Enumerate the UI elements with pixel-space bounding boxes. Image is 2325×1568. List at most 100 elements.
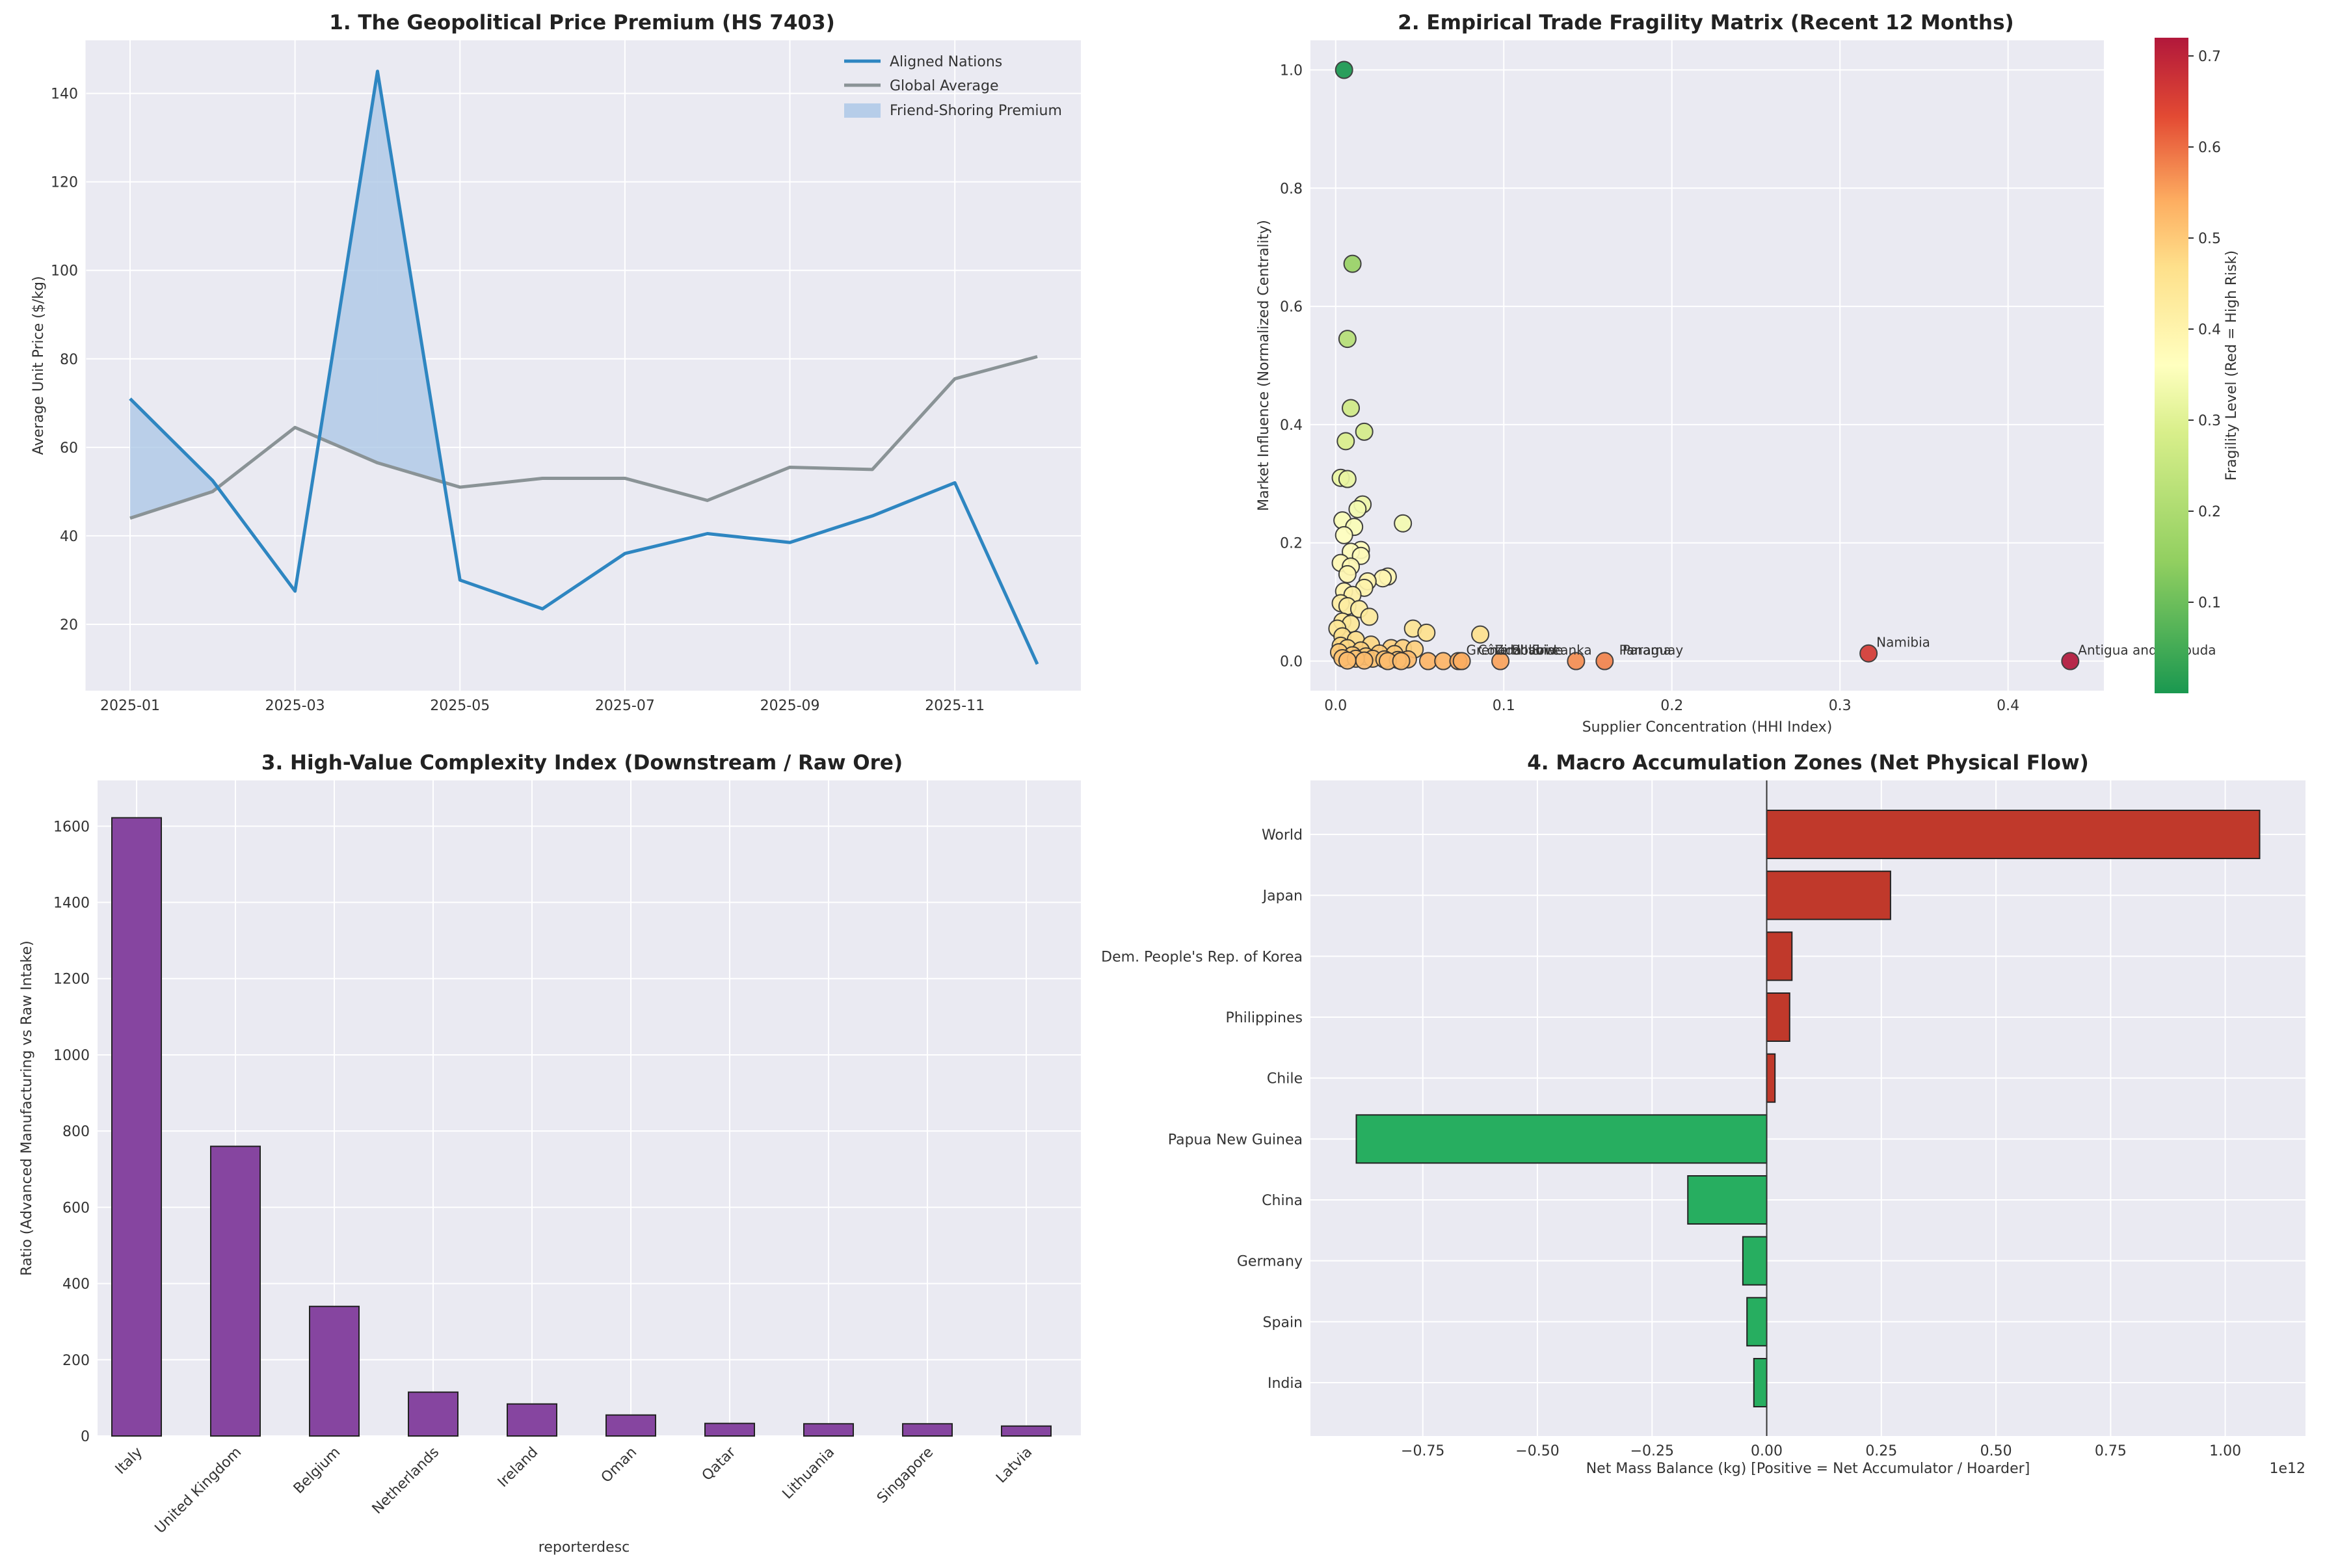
y-tick-label-4: Dem. People's Rep. of Korea [1101,949,1303,965]
x-tick-label-3: Oman [598,1444,640,1486]
scatter-point [2061,652,2080,671]
scatter-point [1595,652,1614,671]
x-tick-label-4: −0.50 [1515,1443,1559,1459]
panel-fragility-matrix: 2. Empirical Trade Fragility Matrix (Rec… [1256,11,2240,736]
x-axis-label-4: Net Mass Balance (kg) [Positive = Net Ac… [1586,1461,2030,1477]
bar-oman [605,1414,656,1437]
annotation-zimbabwe: Zimbabwe [1495,643,1563,658]
scatter-point [1338,651,1357,670]
scatter-points-2 [1328,60,2080,671]
y-tick-label-3: 800 [62,1124,90,1140]
scatter-point [1342,399,1361,418]
y-tick-label-4: Philippines [1225,1010,1303,1026]
x-tick-label-1: 2025-07 [595,698,655,714]
scatter-point [1859,644,1878,663]
colorbar-label: Fragility Level (Red = High Risk) [2224,250,2240,481]
ticks-1: 20 40 60 80 100 120 140 2025-01 2025-03 2025-05 20… [51,40,985,714]
x-tick-label-4: 1.00 [2209,1443,2241,1459]
colorbar-tick-label: 0.5 [2198,231,2221,247]
bar-world [1766,810,2261,859]
x-tick-label-2: 0.0 [1324,698,1347,714]
scatter-point [1348,499,1367,518]
scatter-point [1394,514,1413,533]
bar-netherlands [408,1391,458,1437]
bar-papua-new-guinea [1355,1114,1768,1164]
x-tick-label-4: 0.75 [2095,1443,2127,1459]
y-tick-label-4: Chile [1267,1071,1303,1087]
scatter-point [1392,652,1411,671]
legend-label-friend-shoring-premium: Friend-Shoring Premium [890,103,1062,119]
y-tick-label-1: 40 [60,529,78,545]
colorbar-tick-label: 0.3 [2198,413,2221,429]
x-tick-label-3: Singapore [874,1444,937,1507]
legend-swatch-friend-shoring-premium [844,103,881,118]
plot-area-3 [98,780,1081,1436]
y-tick-label-1: 80 [60,352,78,368]
bar-ireland [507,1403,557,1437]
bar-belgium [309,1305,360,1437]
y-tick-label-3: 600 [62,1200,90,1216]
plot-area-2 [1310,40,2104,691]
x-tick-label-3: Belgium [291,1444,343,1497]
y-axis-label-1: Average Unit Price ($/kg) [31,276,47,455]
grid-2 [1310,40,2104,691]
y-tick-label-2: 0.4 [1280,418,1303,434]
y-tick-label-4: Spain [1263,1314,1303,1331]
x-tick-label-3: Lithuania [780,1444,838,1503]
colorbar-tick-label: 0.1 [2198,595,2221,611]
legend-label-global-average: Global Average [890,78,999,94]
y-axis-label-3: Ratio (Advanced Manufacturing vs Raw Int… [19,940,35,1275]
y-tick-label-4: Germany [1237,1254,1303,1270]
bar-germany [1742,1236,1768,1286]
bar-lithuania [803,1423,854,1437]
x-tick-label-2: 0.2 [1660,698,1683,714]
x-tick-label-3: Italy [113,1444,146,1478]
scatter-point [1452,652,1471,671]
y-tick-label-1: 100 [51,263,78,280]
y-tick-label-4: China [1262,1193,1303,1209]
y-tick-label-4: India [1268,1375,1303,1392]
scatter-point [1491,652,1510,671]
lines-1 [129,70,1039,665]
x-tick-label-1: 2025-03 [265,698,325,714]
bar-dem-people-s-rep-of-korea [1766,931,1793,981]
scatter-point [1355,422,1374,441]
annotation-paraguay: Paraguay [1623,643,1684,658]
x-axis-label-2: Supplier Concentration (HHI Index) [1582,719,1833,736]
series-line-global-average [129,354,1038,520]
x-tick-label-1: 2025-09 [760,698,820,714]
scatter-point [1338,470,1357,488]
y-tick-label-2: 0.6 [1280,299,1303,315]
bar-united-kingdom [210,1145,261,1437]
legend-label-aligned-nations: Aligned Nations [890,54,1002,70]
scatter-point [1343,254,1362,273]
x-tick-label-2: 0.1 [1493,698,1515,714]
y-tick-label-3: 1200 [53,972,90,988]
y-tick-label-2: 0.0 [1280,654,1303,671]
y-tick-label-1: 60 [60,440,78,457]
bar-qatar [704,1422,755,1437]
x-tick-label-3: Netherlands [369,1444,443,1518]
bar-chile [1766,1053,1776,1103]
bar-singapore [902,1423,953,1437]
scatter-point [1360,607,1379,626]
x-tick-label-4: 0.25 [1865,1443,1897,1459]
x-tick-label-4: −0.75 [1401,1443,1444,1459]
colorbar-ticks: 0.1 0.2 0.3 0.4 0.5 0.6 0.7 [2188,49,2221,611]
x-tick-label-4: 0.50 [1980,1443,2012,1459]
annotation-c-te-d-ivoire: Côte d'Ivoire [1478,643,1561,658]
ticks-4: −0.75 −0.50 −0.25 0.00 0.25 0.50 0.75 1.00 World… [1101,827,2241,1459]
scatter-point [1471,625,1490,644]
colorbar [2155,38,2188,693]
y-tick-label-4: World [1262,827,1303,844]
annotation-panama: Panama [1619,643,1671,658]
x-tick-label-1: 2025-11 [925,698,985,714]
plot-area-1 [86,40,1081,691]
x-tick-label-2: 0.4 [1997,698,2019,714]
scatter-point [1335,525,1353,544]
scatter-point [1434,652,1453,671]
y-tick-label-1: 140 [51,86,78,103]
scatter-point [1355,651,1374,670]
